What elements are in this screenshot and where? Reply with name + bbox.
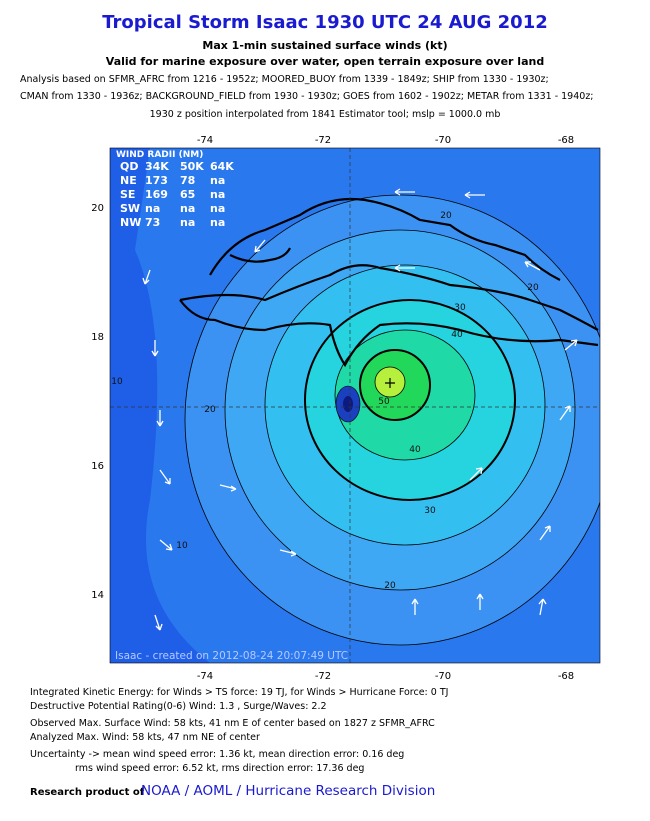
radii-cell: na: [145, 202, 160, 215]
radii-cell: 73: [145, 216, 160, 229]
title: Tropical Storm Isaac 1930 UTC 24 AUG 201…: [102, 12, 548, 33]
footer-line: Integrated Kinetic Energy: for Winds > T…: [30, 687, 448, 698]
radii-cell: 50K: [180, 160, 204, 173]
subtitle: Max 1-min sustained surface winds (kt): [202, 39, 447, 52]
contour-label: 40: [409, 445, 421, 455]
contour-label: 20: [527, 283, 539, 293]
contour-label: 10: [176, 541, 188, 551]
contour-label: 30: [424, 506, 436, 516]
footer-line: rms wind speed error: 6.52 kt, rms direc…: [75, 763, 364, 774]
coastline: [179, 197, 599, 368]
contour-label: 20: [440, 211, 452, 221]
radii-cell: 169: [145, 188, 168, 201]
lon-label: -68: [558, 135, 574, 146]
radii-cell: na: [210, 188, 225, 201]
radii-cell: na: [180, 202, 195, 215]
map-credit: Isaac - created on 2012-08-24 20:07:49 U…: [115, 650, 348, 662]
lon-label: -70: [435, 135, 451, 146]
contour-label: 20: [384, 581, 396, 591]
radii-cell: na: [210, 174, 225, 187]
radii-cell: na: [210, 202, 225, 215]
credit-org: NOAA / AOML / Hurricane Research Divisio…: [141, 783, 435, 799]
contour-label: 30: [454, 303, 466, 313]
radii-cell: 173: [145, 174, 168, 187]
analysis-line: Analysis based on SFMR_AFRC from 1216 - …: [20, 74, 549, 85]
radii-cell: 64K: [210, 160, 234, 173]
lat-label: 20: [91, 203, 104, 214]
radii-cell: na: [180, 216, 195, 229]
radii-title: WIND RADII (NM): [116, 150, 203, 160]
contour-label: 20: [204, 405, 216, 415]
subtitle: Valid for marine exposure over water, op…: [106, 55, 544, 68]
lat-label: 16: [91, 461, 104, 472]
radii-cell: 65: [180, 188, 195, 201]
footer-line: Uncertainty -> mean wind speed error: 1.…: [30, 749, 404, 760]
radii-cell: NE: [120, 174, 137, 187]
radii-cell: SW: [120, 202, 140, 215]
analysis-line: CMAN from 1330 - 1936z; BACKGROUND_FIELD…: [20, 91, 594, 102]
lat-label: 14: [91, 590, 104, 601]
lon-label: -72: [315, 671, 331, 682]
map: 20 20 30 40 40 30 20 10 20 10 50 WIND RA…: [110, 148, 600, 663]
lon-label: -68: [558, 671, 574, 682]
footer-line: Destructive Potential Rating(0-6) Wind: …: [30, 701, 327, 712]
contour-label: 40: [451, 330, 463, 340]
radii-cell: SE: [120, 188, 135, 201]
radii-cell: NW: [120, 216, 141, 229]
lon-label: -70: [435, 671, 451, 682]
radii-cell: 78: [180, 174, 195, 187]
credit-prefix: Research product of: [30, 787, 145, 798]
radii-cell: QD: [120, 160, 138, 173]
wind-arrows: [142, 188, 578, 631]
lon-label: -74: [197, 671, 213, 682]
radii-cell: 34K: [145, 160, 169, 173]
footer-line: Analyzed Max. Wind: 58 kts, 47 nm NE of …: [30, 732, 260, 743]
lon-label: -72: [315, 135, 331, 146]
contour-label: 10: [111, 377, 123, 387]
lon-label: -74: [197, 135, 213, 146]
contour-label: 50: [378, 397, 390, 407]
lat-label: 18: [91, 332, 104, 343]
radii-cell: na: [210, 216, 225, 229]
analysis-line: 1930 z position interpolated from 1841 E…: [150, 109, 501, 120]
footer-line: Observed Max. Surface Wind: 58 kts, 41 n…: [30, 718, 435, 729]
